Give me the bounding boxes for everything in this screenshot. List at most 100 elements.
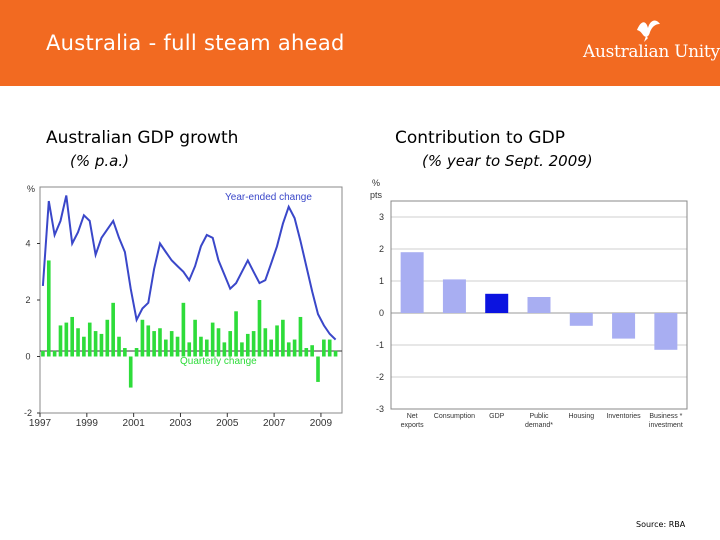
- y-axis-unit-pts: pts: [370, 190, 383, 200]
- quarterly-bar: [158, 328, 162, 357]
- quarterly-bar: [216, 328, 221, 357]
- plot-frame: [39, 186, 343, 414]
- quarterly-bar: [281, 319, 285, 357]
- quarterly-bar: [204, 339, 209, 357]
- quarterly-bar: [76, 328, 80, 357]
- category-label: Public: [529, 413, 549, 420]
- x-tick-label: 2007: [263, 418, 286, 427]
- bird-icon: [637, 20, 660, 42]
- quarterly-bar: [93, 331, 98, 357]
- y-tick-label: -2: [24, 408, 32, 418]
- slide-title: Australia - full steam ahead: [46, 31, 345, 55]
- y-axis-unit: %: [27, 184, 35, 194]
- quarterly-bar: [52, 350, 57, 357]
- y-tick-label: 0: [379, 308, 384, 318]
- x-tick-label: 2009: [310, 418, 333, 427]
- quarterly-bar: [181, 302, 186, 357]
- quarterly-bar: [234, 311, 238, 357]
- quarterly-bar: [333, 350, 338, 357]
- quarterly-bar: [269, 339, 273, 357]
- y-tick-label: 3: [379, 212, 384, 222]
- category-label: Housing: [568, 413, 594, 420]
- plot-frame: [390, 200, 688, 410]
- year-ended-line: [41, 195, 337, 341]
- quarterly-bar: [245, 333, 250, 357]
- y-tick-label: 4: [25, 239, 30, 249]
- left-chart-subtitle: (% p.a.): [70, 152, 129, 170]
- gdp-growth-chart: % -2 0 2 4 1997 1999 2001 2003 2005 2007 2009 Yea…: [24, 184, 343, 427]
- line-series-label: Year-ended change: [225, 192, 312, 203]
- quarterly-bar: [128, 356, 133, 388]
- quarterly-bar: [64, 322, 69, 357]
- category-label: investment: [649, 422, 683, 429]
- quarterly-bar: [58, 325, 63, 357]
- contribution-bar: [442, 279, 466, 313]
- quarterly-bar: [105, 319, 110, 357]
- quarterly-bar: [275, 325, 279, 357]
- category-label: Net: [407, 413, 418, 420]
- quarterly-bar: [111, 302, 115, 357]
- quarterly-bar: [322, 339, 326, 357]
- quarterly-bar: [82, 336, 86, 357]
- quarterly-bar: [187, 342, 192, 357]
- y-tick-label: 1: [379, 276, 384, 286]
- y-tick-label: 0: [25, 352, 30, 362]
- quarterly-bar: [134, 348, 139, 357]
- quarterly-bar: [46, 260, 51, 357]
- quarterly-bar: [210, 322, 215, 357]
- quarterly-bar: [298, 316, 303, 357]
- quarterly-bar: [193, 319, 197, 357]
- contribution-bar: [400, 252, 424, 313]
- category-label: GDP: [489, 413, 505, 420]
- x-tick-label: 2005: [216, 418, 239, 427]
- x-tick-label: 1997: [29, 418, 52, 427]
- category-label: exports: [401, 422, 424, 429]
- company-logo: Australian Unity: [583, 14, 720, 74]
- quarterly-bar: [146, 325, 151, 357]
- x-tick-label: 1999: [76, 418, 99, 427]
- quarterly-bar: [99, 333, 104, 357]
- right-chart-subtitle: (% year to Sept. 2009): [422, 152, 593, 170]
- quarterly-bar: [292, 339, 297, 357]
- quarterly-bar: [263, 328, 268, 357]
- quarterly-bar: [251, 331, 256, 357]
- y-tick-label: -1: [376, 340, 384, 350]
- source-note: Source: RBA: [636, 520, 686, 529]
- quarterly-bar: [175, 336, 180, 357]
- quarterly-bar: [286, 342, 291, 357]
- quarterly-bar: [87, 322, 92, 357]
- contribution-bar: [527, 297, 551, 313]
- quarterly-bar: [169, 331, 174, 357]
- x-tick-label: 2003: [169, 418, 192, 427]
- quarterly-bar: [140, 319, 145, 357]
- quarterly-bar: [228, 331, 233, 357]
- logo-text: Australian Unity: [583, 42, 720, 62]
- category-label: Consumption: [434, 413, 475, 420]
- category-label: demand*: [525, 422, 553, 429]
- x-tick-label: 2001: [123, 418, 146, 427]
- quarterly-bar: [304, 348, 309, 357]
- right-chart-title: Contribution to GDP: [395, 128, 565, 148]
- quarterly-bar: [117, 336, 121, 357]
- contribution-bar: [485, 293, 509, 313]
- quarterly-bar: [310, 345, 314, 357]
- y-axis-unit-pct: %: [372, 178, 380, 188]
- quarterly-bar: [257, 300, 262, 357]
- category-label: Inventories: [606, 413, 641, 420]
- quarterly-bar: [152, 331, 156, 357]
- y-tick-label: -3: [376, 404, 384, 414]
- quarterly-bar: [240, 342, 244, 357]
- y-tick-label: 2: [379, 244, 384, 254]
- quarterly-bar: [316, 356, 320, 382]
- contribution-bar: [612, 313, 636, 339]
- bar-series-label: Quarterly change: [180, 356, 257, 367]
- header-bar: Australia - full steam ahead Australian …: [0, 0, 720, 86]
- quarterly-bar: [41, 350, 45, 357]
- contribution-bar: [569, 313, 593, 326]
- quarterly-bar: [164, 339, 168, 357]
- contribution-bar: [654, 313, 678, 350]
- quarterly-bar: [70, 316, 75, 357]
- quarterly-bar: [222, 342, 227, 357]
- contribution-chart: % pts 3 2 1 0 -1 -2 -3 Net exports Consumption GD…: [370, 178, 688, 429]
- quarterly-bar: [199, 336, 203, 357]
